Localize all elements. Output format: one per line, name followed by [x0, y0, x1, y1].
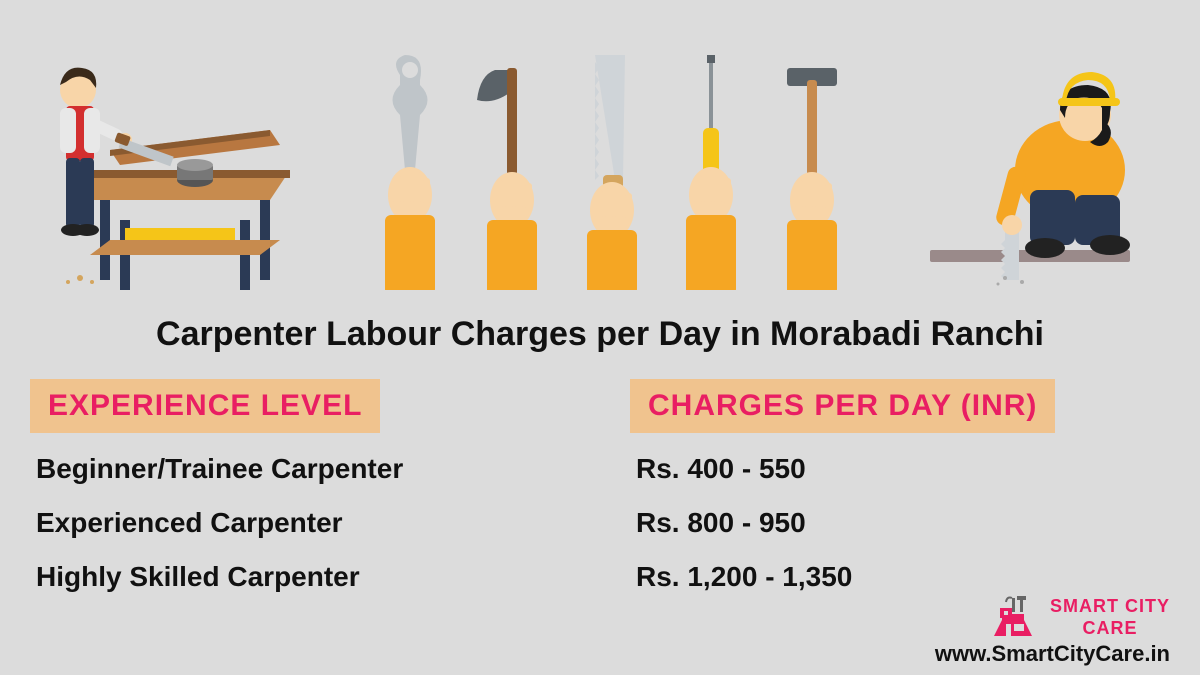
brand-line-1: SMART CITY	[1050, 596, 1170, 618]
page-title: Carpenter Labour Charges per Day in Mora…	[0, 315, 1200, 354]
website-url: www.SmartCityCare.in	[935, 641, 1170, 667]
saw-icon	[565, 50, 655, 290]
table-row: Rs. 1,200 - 1,350	[630, 561, 1170, 593]
table-row: Highly Skilled Carpenter	[30, 561, 570, 593]
charges-column: CHARGES PER DAY (INR) Rs. 400 - 550 Rs. …	[630, 379, 1170, 615]
toolbox-icon	[992, 596, 1042, 640]
table-row: Beginner/Trainee Carpenter	[30, 453, 570, 485]
hammer-icon	[765, 50, 855, 290]
illustration-carpenter-kneeling	[910, 30, 1170, 290]
wrench-icon	[365, 50, 455, 290]
table-row: Experienced Carpenter	[30, 507, 570, 539]
charges-header: CHARGES PER DAY (INR)	[630, 379, 1055, 433]
illustration-carpenter-workbench	[30, 30, 310, 290]
table-row: Rs. 800 - 950	[630, 507, 1170, 539]
screwdriver-icon	[665, 50, 755, 290]
brand-line-2: CARE	[1050, 618, 1170, 640]
illustration-hands-tools	[360, 30, 860, 290]
experience-column: EXPERIENCE LEVEL Beginner/Trainee Carpen…	[30, 379, 570, 615]
table-row: Rs. 400 - 550	[630, 453, 1170, 485]
pricing-table: EXPERIENCE LEVEL Beginner/Trainee Carpen…	[0, 379, 1200, 615]
axe-icon	[465, 50, 555, 290]
experience-header: EXPERIENCE LEVEL	[30, 379, 380, 433]
brand-logo: SMART CITY CARE	[992, 596, 1170, 640]
